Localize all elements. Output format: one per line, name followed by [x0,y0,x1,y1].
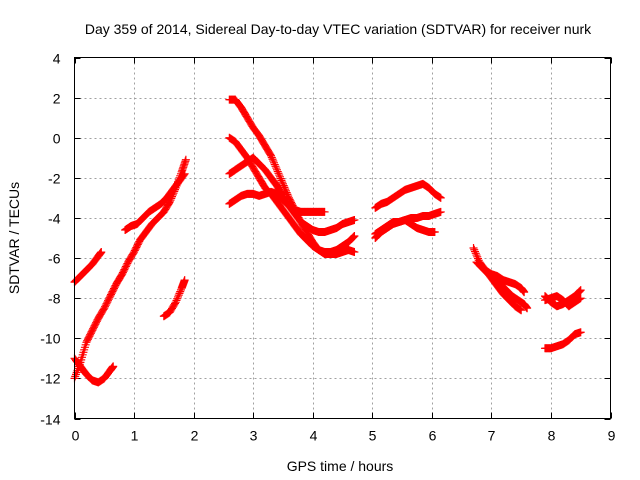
data-point [471,249,480,258]
data-point [174,291,183,300]
data-point [272,165,281,174]
series-arc10 [371,179,445,212]
data-point [275,172,284,181]
data-point [272,164,281,173]
data-point [278,178,287,187]
y-tick-labels: -14 -12 -10 -8 -6 -4 -2 0 2 4 [40,51,60,428]
y-tick-label: 4 [53,51,61,67]
y-axis-label: SDTVAR / TECUs [6,182,22,294]
data-point [273,167,282,176]
data-point [575,286,584,295]
data-point [180,276,189,285]
data-point [320,207,329,216]
x-tick-label: 2 [191,428,199,444]
series-arc5 [159,276,189,321]
data-point [181,155,190,164]
data-point [436,207,445,216]
data-point [109,362,118,371]
data-point [97,248,106,257]
x-tick-label: 1 [131,428,139,444]
data-point [472,251,481,260]
data-point [576,286,585,295]
y-tick-label: 0 [53,131,61,147]
data-point [274,169,283,178]
data-point [277,176,286,185]
data-point [469,244,478,253]
data-point [269,157,278,166]
y-tick-label: 2 [53,91,61,107]
data-point [267,153,276,162]
data-point [271,162,280,171]
data-point [470,245,479,254]
series-arc15 [481,266,526,315]
data-point [268,155,277,164]
plot-frame [74,57,611,419]
series-arc14 [472,258,532,313]
data-point [270,160,279,169]
series-arc6 [225,95,359,259]
data-point [279,181,288,190]
data-point [517,306,526,315]
data-point [436,193,445,202]
data-point [179,171,188,180]
x-tick-label: 3 [250,428,258,444]
data-point [173,292,182,301]
series-arc18 [540,328,585,353]
x-tick-label: 6 [429,428,437,444]
axis-ticks [74,57,612,420]
data-points [70,95,585,387]
x-tick-label: 7 [488,428,496,444]
data-point [520,288,529,297]
data-point [173,294,182,303]
data-point [71,370,80,379]
x-tick-label: 9 [608,428,616,444]
data-point [276,174,285,183]
data-point [350,231,359,240]
x-tick-label: 4 [310,428,318,444]
data-point [270,158,279,167]
series-arc8 [225,153,359,236]
data-point [349,232,358,241]
data-point [471,247,480,256]
data-point [275,171,284,180]
data-point [175,289,184,298]
data-point [575,287,584,296]
data-point [576,328,585,337]
x-tick-label: 8 [548,428,556,444]
series-arc4 [121,169,189,234]
data-point [180,169,189,178]
series-arc12 [371,215,439,242]
y-tick-label: -6 [48,251,61,267]
data-point [176,287,185,296]
data-point [267,151,276,160]
y-tick-label: -8 [48,291,61,307]
series-arc17 [540,292,585,311]
x-tick-labels: 0 1 2 3 4 5 6 7 8 9 [72,428,616,444]
data-point [172,296,181,305]
data-point [348,233,357,242]
data-point [280,183,289,192]
series-arc9 [225,187,329,216]
x-tick-label: 5 [369,428,377,444]
data-point [350,215,359,224]
data-point [171,298,180,307]
x-tick-label: 0 [72,428,80,444]
y-tick-label: -14 [40,412,60,428]
data-point [576,294,585,303]
data-point [278,179,287,188]
y-tick-label: -4 [48,211,61,227]
data-point [179,170,188,179]
chart-title: Day 359 of 2014, Sidereal Day-to-day VTE… [85,21,592,37]
data-point [523,304,532,313]
data-point [430,227,439,236]
grid-lines [74,57,611,419]
data-point [350,248,359,257]
y-tick-label: -10 [40,331,60,347]
y-tick-label: -2 [48,171,61,187]
data-point [71,372,80,381]
y-tick-label: -12 [40,371,60,387]
series-arc1 [70,248,106,287]
x-axis-label: GPS time / hours [287,458,394,474]
